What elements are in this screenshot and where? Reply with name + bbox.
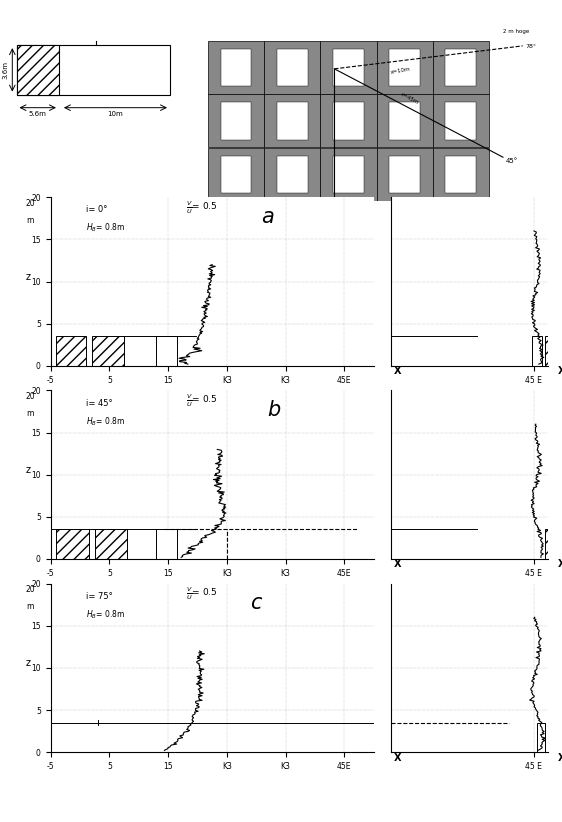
Bar: [389, 103, 420, 140]
Text: 0°: 0°: [332, 201, 339, 208]
Text: 10m: 10m: [107, 111, 123, 117]
Bar: [377, 95, 433, 147]
Bar: [277, 103, 308, 140]
Bar: [333, 48, 364, 85]
Text: X: X: [558, 753, 562, 763]
Bar: [548, 723, 556, 752]
Text: $\frac{V}{U}$= 0.5: $\frac{V}{U}$= 0.5: [185, 200, 217, 216]
Bar: [277, 156, 308, 193]
Text: X: X: [395, 753, 402, 763]
Bar: [220, 103, 252, 140]
Text: $\frac{V}{U}$= 0.5: $\frac{V}{U}$= 0.5: [185, 393, 217, 409]
Bar: [377, 40, 433, 94]
Text: $H_B$= 0.8m: $H_B$= 0.8m: [86, 608, 125, 621]
Text: X: X: [395, 367, 402, 376]
Bar: [220, 48, 252, 85]
Text: c: c: [251, 593, 262, 613]
Bar: [94, 529, 127, 559]
Bar: [320, 148, 377, 201]
Bar: [433, 95, 489, 147]
Text: i= 45°: i= 45°: [86, 399, 112, 408]
Bar: [156, 529, 177, 559]
Bar: [264, 40, 320, 94]
Bar: [389, 156, 420, 193]
Text: 20: 20: [25, 199, 35, 208]
Text: 45°: 45°: [506, 158, 518, 164]
Bar: [389, 48, 420, 85]
Bar: [220, 156, 252, 193]
Bar: [56, 529, 89, 559]
Bar: [320, 95, 377, 147]
Bar: [433, 40, 489, 94]
Text: 78°: 78°: [525, 44, 537, 48]
Text: X: X: [558, 367, 562, 376]
Bar: [545, 336, 558, 366]
Bar: [16, 45, 170, 95]
Bar: [208, 40, 264, 94]
Text: X: X: [558, 560, 562, 570]
Bar: [156, 336, 177, 366]
Bar: [208, 148, 264, 201]
Bar: [445, 156, 476, 193]
Bar: [377, 148, 433, 201]
Y-axis label: z: z: [26, 464, 31, 474]
Text: i= 75°: i= 75°: [86, 592, 112, 601]
Bar: [320, 40, 377, 94]
Text: m: m: [26, 409, 34, 418]
Text: $H_B$= 0.8m: $H_B$= 0.8m: [86, 222, 125, 234]
Text: 20: 20: [25, 585, 35, 594]
Bar: [208, 95, 264, 147]
Text: m: m: [26, 215, 34, 224]
Bar: [92, 336, 124, 366]
Text: 20: 20: [25, 392, 35, 401]
Text: x=45m: x=45m: [399, 91, 419, 105]
Text: X: X: [395, 560, 402, 570]
Bar: [532, 336, 542, 366]
Bar: [333, 156, 364, 193]
Text: 3.6m: 3.6m: [2, 61, 8, 79]
Bar: [537, 723, 545, 752]
Text: i= 0°: i= 0°: [86, 206, 107, 215]
Y-axis label: z: z: [26, 658, 31, 667]
Bar: [333, 103, 364, 140]
Bar: [56, 336, 86, 366]
Text: a: a: [261, 206, 274, 227]
Bar: [433, 148, 489, 201]
Text: $\frac{V}{U}$= 0.5: $\frac{V}{U}$= 0.5: [185, 586, 217, 603]
Bar: [16, 45, 59, 95]
Text: 5.6m: 5.6m: [29, 111, 47, 117]
Text: $H_B$= 0.8m: $H_B$= 0.8m: [86, 415, 125, 427]
Bar: [445, 48, 476, 85]
Text: x=10m: x=10m: [391, 67, 411, 75]
Text: b: b: [267, 399, 280, 420]
Text: m: m: [26, 602, 34, 611]
Bar: [264, 148, 320, 201]
Text: 2 m hoge: 2 m hoge: [503, 30, 529, 35]
Bar: [277, 48, 308, 85]
Bar: [445, 103, 476, 140]
Bar: [264, 95, 320, 147]
Y-axis label: z: z: [26, 271, 31, 281]
Bar: [545, 529, 558, 559]
